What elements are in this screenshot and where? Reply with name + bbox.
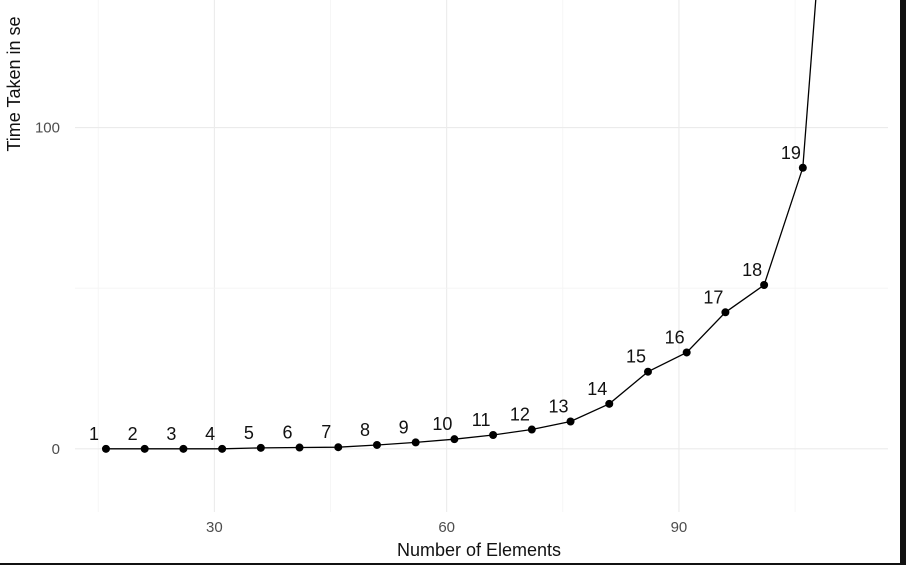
data-label: 10 bbox=[432, 414, 452, 434]
x-tick-label: 90 bbox=[671, 519, 688, 536]
data-label: 18 bbox=[742, 260, 762, 280]
data-point bbox=[295, 443, 304, 452]
x-tick-label: 30 bbox=[206, 519, 223, 536]
data-point bbox=[411, 438, 420, 447]
data-point bbox=[179, 444, 188, 453]
data-label: 1 bbox=[89, 424, 99, 444]
data-label: 7 bbox=[321, 422, 331, 442]
data-point bbox=[372, 440, 381, 449]
data-label: 9 bbox=[399, 417, 409, 437]
y-tick-label: 100 bbox=[35, 120, 60, 137]
data-point bbox=[334, 443, 343, 452]
axis-ticks: 30 60 90 0 100 bbox=[35, 120, 687, 536]
data-label: 11 bbox=[472, 410, 491, 430]
data-label: 5 bbox=[244, 423, 254, 443]
x-axis-title: Number of Elements bbox=[397, 540, 561, 560]
data-point bbox=[721, 308, 730, 317]
y-tick-label: 0 bbox=[52, 441, 60, 458]
data-label: 12 bbox=[510, 405, 530, 425]
data-point bbox=[101, 444, 110, 453]
data-point bbox=[643, 367, 652, 376]
data-point bbox=[450, 435, 459, 444]
data-label: 2 bbox=[128, 424, 138, 444]
data-label: 4 bbox=[205, 424, 215, 444]
data-label: 17 bbox=[703, 287, 723, 307]
data-point bbox=[682, 348, 691, 357]
data-label: 16 bbox=[665, 327, 685, 347]
data-point bbox=[605, 399, 614, 408]
data-label: 14 bbox=[587, 379, 607, 399]
window-frame-bottom bbox=[0, 563, 906, 565]
data-point bbox=[140, 444, 149, 453]
data-label: 15 bbox=[626, 347, 646, 367]
data-label: 3 bbox=[166, 424, 176, 444]
data-point bbox=[218, 444, 227, 453]
data-point bbox=[798, 163, 807, 172]
data-point bbox=[256, 443, 265, 452]
data-point bbox=[566, 417, 575, 426]
data-point bbox=[489, 431, 498, 440]
data-label: 6 bbox=[283, 423, 293, 443]
grid bbox=[75, 0, 888, 512]
data-label: 8 bbox=[360, 420, 370, 440]
window-frame-right bbox=[900, 0, 906, 565]
x-tick-label: 60 bbox=[438, 519, 455, 536]
data-points bbox=[101, 163, 807, 453]
data-label: 13 bbox=[549, 397, 569, 417]
data-point bbox=[760, 281, 769, 289]
series-line bbox=[106, 0, 817, 450]
y-axis-title: Time Taken in se bbox=[4, 16, 24, 151]
data-label: 19 bbox=[781, 143, 801, 163]
data-point bbox=[527, 425, 536, 434]
